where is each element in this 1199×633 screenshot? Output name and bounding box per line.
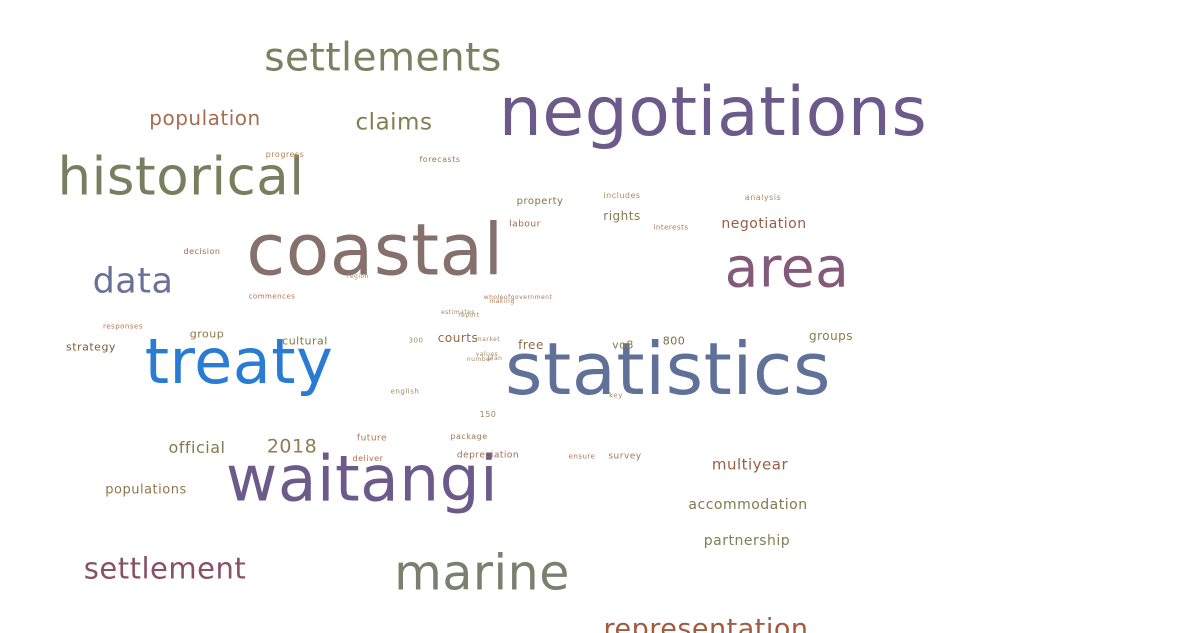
word: market	[475, 336, 501, 343]
word: interests	[653, 223, 689, 232]
word: population	[149, 106, 261, 130]
word: populations	[105, 482, 187, 498]
word: includes	[603, 191, 641, 200]
word: official	[168, 438, 226, 457]
word: responses	[103, 322, 143, 331]
word: strategy	[66, 340, 116, 354]
word: representation	[603, 613, 809, 633]
word: future	[356, 433, 388, 444]
word: group	[189, 327, 225, 341]
word: free	[518, 338, 544, 352]
word: partnership	[703, 533, 791, 549]
word: data	[92, 261, 174, 302]
word: making	[489, 298, 515, 305]
word: groups	[808, 329, 854, 343]
word: progress	[265, 150, 305, 159]
word: area	[724, 235, 850, 300]
word: english	[390, 387, 420, 396]
word: survey	[608, 451, 642, 462]
word: commences	[248, 292, 296, 301]
word: number	[466, 356, 494, 363]
word: ensure	[568, 452, 596, 461]
word: forecasts	[419, 155, 461, 164]
word: property	[516, 196, 564, 207]
word: negotiation	[721, 216, 807, 232]
word: 2018	[266, 435, 318, 458]
word: labour	[509, 219, 541, 230]
word: estimates	[440, 309, 476, 316]
word: key	[609, 391, 623, 400]
word: courts	[437, 331, 479, 345]
word: settlement	[83, 551, 247, 586]
word: multiyear	[711, 455, 789, 474]
word: treaty	[144, 325, 334, 398]
word: statistics	[505, 327, 831, 411]
word: settlements	[264, 35, 502, 81]
word: negotiations	[498, 73, 928, 152]
word: coastal	[246, 208, 504, 292]
word: region	[347, 273, 369, 280]
word: accommodation	[688, 497, 808, 513]
word: plan	[487, 355, 503, 362]
word: analysis	[744, 193, 782, 202]
word: decision	[183, 247, 221, 256]
word: package	[450, 432, 488, 441]
word: marine	[394, 544, 570, 602]
word: 800	[662, 334, 686, 348]
word: 150	[479, 410, 497, 419]
word: 300	[408, 336, 424, 345]
word: wholeofgovernment	[483, 294, 553, 301]
word: depreciation	[456, 450, 520, 461]
word: historical	[57, 146, 305, 208]
word: rights	[603, 209, 641, 223]
word: waitangi	[225, 442, 499, 516]
word: deliver	[352, 454, 384, 463]
word: values	[475, 351, 499, 358]
word: cultural	[282, 334, 328, 348]
word: report	[458, 312, 480, 319]
word: claims	[355, 109, 433, 136]
word: vo8	[612, 338, 634, 352]
